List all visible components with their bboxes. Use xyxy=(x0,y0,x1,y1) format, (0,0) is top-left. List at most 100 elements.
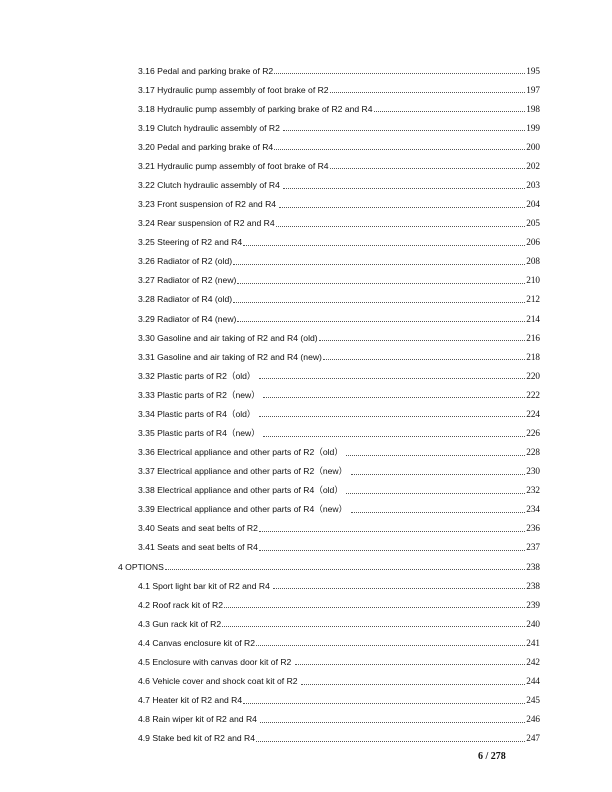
toc-entry-title: 3.30 Gasoline and air taking of R2 and R… xyxy=(138,332,318,343)
toc-entry-page: 206 xyxy=(526,237,540,248)
toc-entry-page: 224 xyxy=(526,408,540,419)
toc-entry[interactable]: 3.35 Plastic parts of R4（new） 226 xyxy=(138,423,540,442)
toc-entry[interactable]: 4.9 Stake bed kit of R2 and R4 247 xyxy=(138,729,540,748)
toc-entry[interactable]: 3.31 Gasoline and air taking of R2 and R… xyxy=(138,347,540,366)
dot-leader xyxy=(346,492,526,494)
toc-entry[interactable]: 3.39 Electrical appliance and other part… xyxy=(138,500,540,519)
toc-entry[interactable]: 3.19 Clutch hydraulic assembly of R2 199 xyxy=(138,118,540,137)
toc-entry[interactable]: 4.2 Roof rack kit of R2 239 xyxy=(138,595,540,614)
toc-entry-title: 3.22 Clutch hydraulic assembly of R4 xyxy=(138,180,283,190)
dot-leader xyxy=(350,511,526,513)
toc-entry[interactable]: 3.40 Seats and seat belts of R2 236 xyxy=(138,519,540,538)
toc-entry[interactable]: 3.20 Pedal and parking brake of R4 200 xyxy=(138,137,540,156)
toc-entry-title: 4.2 Roof rack kit of R2 xyxy=(138,599,224,610)
toc-entry-page: 210 xyxy=(526,275,540,286)
toc-entry-page: 239 xyxy=(526,599,540,610)
page-number: 6 / 278 xyxy=(478,751,506,762)
toc-entry[interactable]: 3.25 Steering of R2 and R4 206 xyxy=(138,233,540,252)
toc-entry-title: 3.21 Hydraulic pump assembly of foot bra… xyxy=(138,160,329,171)
dot-leader xyxy=(258,378,526,380)
toc-entry-page: 236 xyxy=(526,523,540,534)
dot-leader xyxy=(346,454,526,456)
toc-entry[interactable]: 4.8 Rain wiper kit of R2 and R4 246 xyxy=(138,710,540,729)
dot-leader xyxy=(237,321,526,323)
toc-entry[interactable]: 3.17 Hydraulic pump assembly of foot bra… xyxy=(138,80,540,99)
dot-leader xyxy=(273,588,526,590)
toc-entry[interactable]: 3.27 Radiator of R2 (new) 210 xyxy=(138,271,540,290)
toc-entry-page: 226 xyxy=(526,428,540,439)
toc-entry-title: 4.5 Enclosure with canvas door kit of R2 xyxy=(138,656,294,667)
toc-entry[interactable]: 3.18 Hydraulic pump assembly of parking … xyxy=(138,99,540,118)
toc-entry[interactable]: 4.5 Enclosure with canvas door kit of R2… xyxy=(138,652,540,671)
toc-entry-title: 3.35 Plastic parts of R4（new） xyxy=(138,428,263,439)
dot-leader xyxy=(283,187,526,189)
toc-entry-page: 198 xyxy=(526,103,540,114)
toc-entry-page: 237 xyxy=(526,542,540,553)
toc-entry[interactable]: 4.6 Vehicle cover and shock coat kit of … xyxy=(138,672,540,691)
toc-entry-title: 3.32 Plastic parts of R2（old） xyxy=(138,370,258,381)
toc-entry-page: 205 xyxy=(526,218,540,229)
dot-leader xyxy=(243,702,526,704)
toc-entry-page: 197 xyxy=(526,84,540,95)
toc-entry[interactable]: 3.24 Rear suspension of R2 and R4 205 xyxy=(138,214,540,233)
toc-entry-title: 3.29 Radiator of R4 (new) xyxy=(138,313,237,324)
toc-entry-page: 203 xyxy=(526,180,540,190)
toc-entry-page: 240 xyxy=(526,618,540,629)
toc-entry[interactable]: 3.38 Electrical appliance and other part… xyxy=(138,481,540,500)
toc-entry-title: 4.7 Heater kit of R2 and R4 xyxy=(138,695,243,706)
dot-leader xyxy=(329,168,526,170)
toc-entry-title: 3.16 Pedal and parking brake of R2 xyxy=(138,65,274,76)
toc-entry[interactable]: 4.7 Heater kit of R2 and R4 245 xyxy=(138,691,540,710)
dot-leader xyxy=(256,645,526,647)
dot-leader xyxy=(294,664,526,666)
toc-entry-title: 3.25 Steering of R2 and R4 xyxy=(138,237,243,248)
toc-entry-page: 241 xyxy=(526,637,540,648)
toc-entry-page: 214 xyxy=(526,313,540,324)
toc-entry[interactable]: 3.22 Clutch hydraulic assembly of R4 203 xyxy=(138,175,540,194)
toc-entry-title: 4.3 Gun rack kit of R2 xyxy=(138,618,222,629)
toc-entry-title: 4.6 Vehicle cover and shock coat kit of … xyxy=(138,676,300,687)
toc-entry[interactable]: 3.21 Hydraulic pump assembly of foot bra… xyxy=(138,156,540,175)
dot-leader xyxy=(237,282,526,284)
toc-entry-title: 3.39 Electrical appliance and other part… xyxy=(138,504,350,515)
toc-entry-page: 242 xyxy=(526,656,540,667)
toc-entry[interactable]: 3.16 Pedal and parking brake of R2 195 xyxy=(138,61,540,80)
dot-leader xyxy=(275,225,526,227)
toc-entry-page: 199 xyxy=(526,122,540,133)
toc-entry[interactable]: 3.36 Electrical appliance and other part… xyxy=(138,443,540,462)
toc-entry[interactable]: 3.34 Plastic parts of R4（old） 224 xyxy=(138,404,540,423)
toc-entry[interactable]: 3.41 Seats and seat belts of R4 237 xyxy=(138,538,540,557)
toc-entry-title: 4 OPTIONS xyxy=(118,561,164,572)
dot-leader xyxy=(243,244,526,246)
toc-entry-page: 246 xyxy=(526,714,540,725)
toc-entry[interactable]: 3.28 Radiator of R4 (old) 212 xyxy=(138,290,540,309)
toc-entry[interactable]: 3.37 Electrical appliance and other part… xyxy=(138,462,540,481)
toc-entry[interactable]: 3.33 Plastic parts of R2（new） 222 xyxy=(138,385,540,404)
dot-leader xyxy=(283,130,526,132)
toc-entry-title: 3.37 Electrical appliance and other part… xyxy=(138,466,350,477)
toc-entry[interactable]: 3.30 Gasoline and air taking of R2 and R… xyxy=(138,328,540,347)
toc-entry-title: 3.18 Hydraulic pump assembly of parking … xyxy=(138,103,373,114)
toc-entry-page: 200 xyxy=(526,141,540,152)
toc-entry-title: 3.38 Electrical appliance and other part… xyxy=(138,485,346,496)
toc-entry-title: 3.19 Clutch hydraulic assembly of R2 xyxy=(138,122,283,133)
toc-entry-page: 228 xyxy=(526,447,540,458)
toc-entry[interactable]: 3.29 Radiator of R4 (new) 214 xyxy=(138,309,540,328)
toc-entry[interactable]: 4.1 Sport light bar kit of R2 and R4 238 xyxy=(138,576,540,595)
toc-entry-page: 230 xyxy=(526,466,540,477)
toc-entry-title: 3.26 Radiator of R2 (old) xyxy=(138,256,233,267)
toc-entry-page: 195 xyxy=(526,65,540,76)
toc-entry[interactable]: 3.26 Radiator of R2 (old) 208 xyxy=(138,252,540,271)
dot-leader xyxy=(222,626,526,628)
toc-entry[interactable]: 4 OPTIONS 238 xyxy=(118,557,540,576)
toc-entry-title: 3.36 Electrical appliance and other part… xyxy=(138,447,346,458)
dot-leader xyxy=(274,149,526,151)
toc-entry-page: 220 xyxy=(526,370,540,381)
toc-entry[interactable]: 4.4 Canvas enclosure kit of R2 241 xyxy=(138,633,540,652)
toc-entry-title: 3.27 Radiator of R2 (new) xyxy=(138,275,237,286)
toc-entry-page: 247 xyxy=(526,733,540,744)
toc-entry-page: 218 xyxy=(526,351,540,362)
toc-entry[interactable]: 4.3 Gun rack kit of R2 240 xyxy=(138,614,540,633)
toc-entry[interactable]: 3.23 Front suspension of R2 and R4 204 xyxy=(138,195,540,214)
toc-entry[interactable]: 3.32 Plastic parts of R2（old） 220 xyxy=(138,366,540,385)
